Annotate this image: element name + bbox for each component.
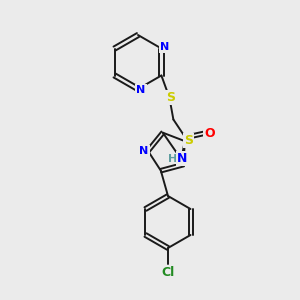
Text: Cl: Cl bbox=[161, 266, 175, 278]
Text: N: N bbox=[160, 43, 169, 52]
Text: S: S bbox=[166, 91, 175, 104]
Text: H: H bbox=[168, 154, 177, 164]
Text: S: S bbox=[184, 134, 193, 147]
Text: N: N bbox=[140, 146, 149, 156]
Text: N: N bbox=[136, 85, 146, 95]
Text: O: O bbox=[204, 127, 215, 140]
Text: N: N bbox=[177, 152, 188, 165]
